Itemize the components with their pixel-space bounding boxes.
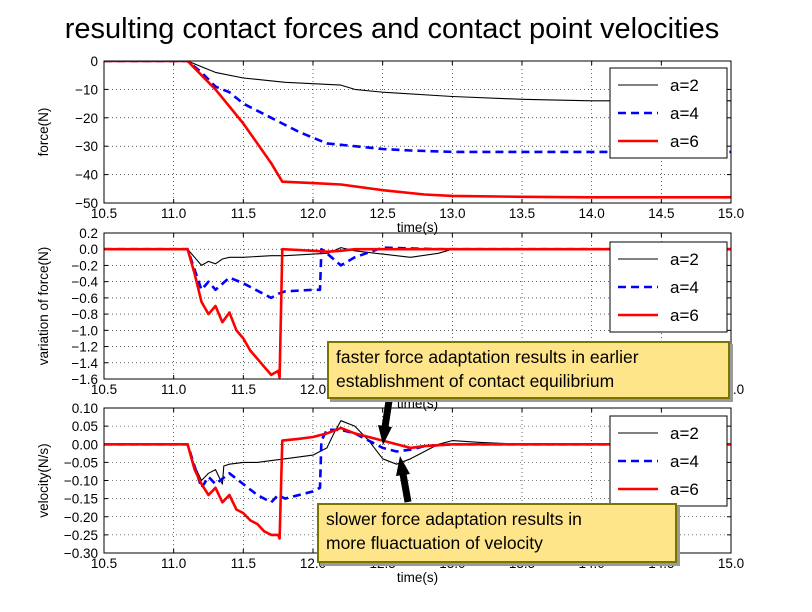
annotation-slower-line-2: more fluactuation of velocity (326, 533, 543, 553)
x-tick-label: 11.0 (161, 206, 186, 221)
y-tick-label: −0.20 (64, 510, 98, 525)
annotation-faster-line-1: faster force adaptation results in earli… (336, 347, 639, 367)
legend-label: a=2 (670, 250, 699, 269)
y-tick-label: −20 (75, 111, 98, 126)
series-line-a=2 (104, 61, 731, 102)
legend-label: a=4 (670, 452, 699, 471)
x-tick-label: 10.5 (91, 382, 117, 397)
x-tick-label: 10.5 (91, 206, 117, 221)
series-line-a=2 (104, 420, 731, 485)
y-tick-label: 0.10 (72, 401, 98, 416)
arrow-shaft-slower (399, 473, 412, 503)
y-tick-label: −40 (75, 168, 98, 183)
y-tick-label: −30 (75, 139, 98, 154)
y-tick-label: −0.8 (71, 307, 98, 322)
legend-label: a=6 (670, 480, 699, 499)
legend-box (609, 67, 728, 159)
series-line-a=6 (104, 247, 731, 379)
annotation-slower-adaptation: slower force adaptation results in more … (317, 503, 677, 563)
series-line-a=6 (104, 61, 731, 199)
x-tick-label: 12.5 (370, 206, 396, 221)
series-line-a=6 (104, 426, 731, 540)
legend-box (609, 241, 728, 333)
x-axis-label: time(s) (397, 220, 438, 235)
legend: a=2 a=4 a=6 (609, 415, 728, 507)
y-tick-label: −0.2 (71, 258, 98, 273)
annotation-faster-adaptation: faster force adaptation results in earli… (327, 341, 730, 399)
series-line-a=2 (104, 247, 731, 266)
legend-box (609, 415, 728, 507)
annotation-faster-line-2: establishment of contact equilibrium (336, 371, 615, 391)
x-tick-label: 15.0 (718, 556, 744, 571)
y-tick-label: −10 (75, 82, 98, 97)
y-tick-label: 0.0 (79, 242, 98, 257)
arrow-head-slower (396, 456, 410, 476)
legend-label: a=6 (670, 132, 699, 151)
y-axis-label: velocity(N/s) (36, 443, 51, 517)
arrow-head-faster (378, 425, 392, 445)
panel-3: 10.5 11.0 11.5 12.0 12.5 13.0 13.5 14.0 14.5 15.0… (36, 401, 744, 585)
y-tick-label: −0.05 (64, 455, 98, 470)
y-tick-label: −0.30 (64, 546, 98, 561)
y-tick-label: 0.05 (72, 419, 98, 434)
y-tick-label: −0.15 (64, 492, 98, 507)
legend-label: a=2 (670, 76, 699, 95)
y-tick-label: −0.25 (64, 528, 98, 543)
x-tick-label: 11.5 (231, 206, 256, 221)
x-tick-label: 13.0 (439, 206, 465, 221)
series-line-a=4 (104, 61, 731, 154)
y-tick-label: −0.6 (71, 291, 98, 306)
x-axis-label: time(s) (397, 570, 438, 585)
plot-frame (103, 60, 732, 204)
y-tick-label: 0.2 (79, 226, 98, 241)
x-tick-label: 12.0 (300, 206, 326, 221)
x-tick-label: 12.0 (300, 382, 326, 397)
legend-label: a=4 (670, 278, 699, 297)
y-tick-label: −1.0 (71, 323, 98, 338)
x-tick-label: 13.5 (509, 206, 535, 221)
y-tick-label: −1.6 (71, 372, 98, 387)
x-tick-label: 11.5 (231, 556, 256, 571)
y-tick-label: −0.10 (64, 474, 98, 489)
legend-label: a=2 (670, 424, 699, 443)
arrow-shaft-faster (381, 400, 393, 428)
x-tick-label: 11.5 (231, 382, 256, 397)
chart-title: resulting contact forces and contact poi… (65, 13, 719, 45)
x-tick-label: 14.0 (579, 206, 605, 221)
legend-label: a=4 (670, 104, 699, 123)
y-tick-label: −0.4 (71, 275, 98, 290)
x-tick-label: 11.0 (161, 382, 186, 397)
y-tick-label: 0 (90, 54, 98, 69)
y-tick-label: −1.4 (71, 356, 98, 371)
x-tick-label: 15.0 (718, 206, 744, 221)
y-axis-label: variation of force(N) (36, 247, 51, 366)
y-axis-label: force(N) (36, 108, 51, 157)
x-tick-label: 11.0 (161, 556, 186, 571)
annotation-arrows (378, 400, 412, 503)
legend: a=2 a=4 a=6 (609, 67, 728, 159)
y-tick-label: −50 (75, 196, 98, 211)
x-axis-label: time(s) (397, 396, 438, 411)
panel-1: 10.5 11.0 11.5 12.0 12.5 13.0 13.5 14.0 14.5 15.0… (36, 54, 744, 235)
annotation-slower-line-1: slower force adaptation results in (326, 509, 582, 529)
legend-label: a=6 (670, 306, 699, 325)
x-tick-label: 14.5 (648, 206, 674, 221)
y-tick-label: −1.2 (71, 340, 98, 355)
x-tick-label: 10.5 (91, 556, 117, 571)
series-line-a=4 (104, 428, 731, 504)
y-tick-label: 0.00 (72, 437, 98, 452)
legend: a=2 a=4 a=6 (609, 241, 728, 333)
